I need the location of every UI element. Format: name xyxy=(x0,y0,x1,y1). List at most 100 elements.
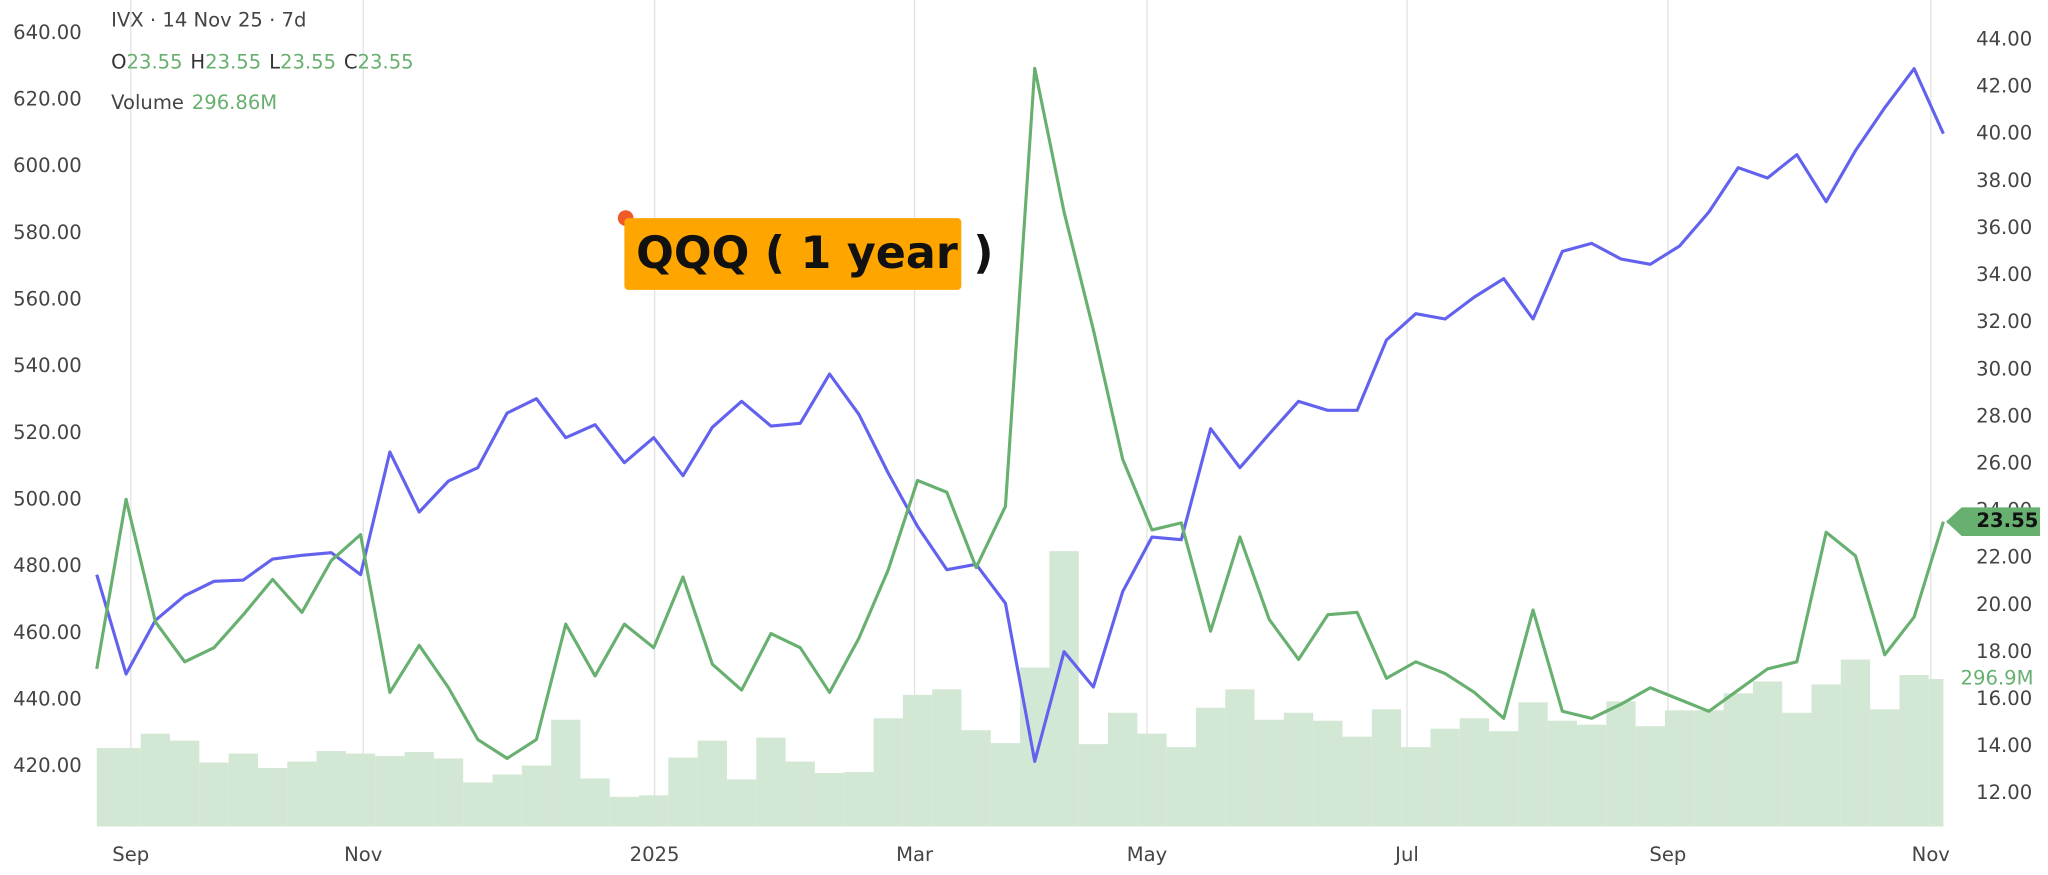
volume-bar xyxy=(639,795,669,827)
volume-bar xyxy=(1137,733,1167,827)
volume-bar xyxy=(287,761,317,827)
volume-bar xyxy=(140,733,171,827)
volume-bar xyxy=(609,796,640,827)
series-line xyxy=(95,67,1945,763)
y-tick-label: 460.00 xyxy=(13,621,82,644)
x-tick-label: May xyxy=(1127,843,1167,866)
volume-bar xyxy=(1401,747,1431,827)
volume-bar xyxy=(170,740,200,827)
ohlc-row: O23.55 H23.55 L23.55 C23.55 xyxy=(111,50,414,73)
volume-bar xyxy=(111,748,141,827)
x-tick-label: 2025 xyxy=(630,843,680,866)
y2-tick-label: 30.00 xyxy=(1976,357,2032,380)
y2-tick-label: 40.00 xyxy=(1976,122,2032,145)
volume-bar xyxy=(521,765,552,827)
volume-bar xyxy=(697,740,727,827)
series-line xyxy=(95,66,1945,760)
volume-bar xyxy=(199,762,229,827)
x-tick-label: Sep xyxy=(1649,843,1686,866)
y2-tick-label: 38.00 xyxy=(1976,169,2032,192)
volume-bar xyxy=(668,757,698,827)
volume-bar xyxy=(1723,693,1753,827)
ohlc-label: L xyxy=(269,50,280,73)
volume-row: Volume 296.86M xyxy=(111,91,277,114)
y2-tick-label: 42.00 xyxy=(1976,75,2032,98)
volume-bar xyxy=(785,761,815,827)
lines xyxy=(95,66,1945,763)
volume-bar xyxy=(726,779,757,827)
volume-bar xyxy=(433,758,464,827)
volume-bar xyxy=(1108,712,1138,827)
volume-bar xyxy=(1577,724,1607,827)
y2-tick-label: 20.00 xyxy=(1976,593,2032,616)
volume-bar xyxy=(844,771,874,827)
y2-tick-label: 28.00 xyxy=(1976,404,2032,427)
volume-bar xyxy=(1606,701,1636,827)
volume-bar xyxy=(404,752,434,827)
volume-bar xyxy=(756,737,786,827)
volume-bar xyxy=(1371,709,1402,827)
volume-bar xyxy=(873,718,903,827)
ohlc-value: 23.55 xyxy=(280,50,336,73)
chart-title: IVX · 14 Nov 25 · 7d xyxy=(111,8,306,31)
x-tick-label: Nov xyxy=(1912,843,1950,866)
annotation: QQQ ( 1 year ) xyxy=(636,228,993,279)
volume-bar xyxy=(1225,689,1255,827)
y2-tick-label: 12.00 xyxy=(1976,781,2032,804)
volume-bar xyxy=(1870,709,1900,827)
volume-bar xyxy=(96,748,112,827)
volume-bar xyxy=(1547,720,1578,827)
y-tick-label: 640.00 xyxy=(13,21,82,44)
axes: Sep Nov 2025 Mar May Jul Sep Nov 420.00 440.00 460… xyxy=(13,21,2041,866)
volume-tag-label: 296.9M xyxy=(1961,667,2034,690)
volume-bar xyxy=(228,753,258,827)
y2-tick-label: 36.00 xyxy=(1976,216,2032,239)
ohlc-value: 23.55 xyxy=(205,50,261,73)
y-tick-label: 420.00 xyxy=(13,754,82,777)
y-tick-label: 520.00 xyxy=(13,421,82,444)
volume-bar xyxy=(1664,710,1695,827)
x-tick-label: Mar xyxy=(896,843,934,866)
volume-bar xyxy=(1342,736,1372,827)
price-tag-label: 23.55 xyxy=(1976,509,2038,532)
x-tick-label: Jul xyxy=(1393,843,1419,866)
volume-bar xyxy=(463,782,493,827)
volume-bar xyxy=(1899,674,1929,827)
y2-tick-label: 44.00 xyxy=(1976,28,2032,51)
volume-bar xyxy=(257,767,288,827)
grid xyxy=(130,0,1932,827)
y2-tick-label: 22.00 xyxy=(1976,546,2032,569)
volume-bar xyxy=(1840,659,1871,827)
y-tick-label: 560.00 xyxy=(13,288,82,311)
volume-bar xyxy=(375,756,405,827)
volume-bar xyxy=(1313,720,1343,827)
y-tick-label: 600.00 xyxy=(13,154,82,177)
x-tick-label: Nov xyxy=(344,843,382,866)
volume-bar xyxy=(1430,728,1460,827)
ohlc-value: 23.55 xyxy=(358,50,414,73)
volume-bar xyxy=(1928,679,1944,827)
volume-bar xyxy=(1811,684,1841,827)
volume-bar xyxy=(1489,731,1519,827)
volume-bar xyxy=(1020,667,1050,827)
y-tick-label: 440.00 xyxy=(13,688,82,711)
volume-bar xyxy=(1166,747,1196,827)
y-tick-label: 500.00 xyxy=(13,488,82,511)
volume-bar xyxy=(902,694,933,827)
y-tick-label: 580.00 xyxy=(13,221,82,244)
y-tick-label: 620.00 xyxy=(13,88,82,111)
volume-bar xyxy=(990,743,1021,827)
volume-bar xyxy=(1752,681,1783,827)
volume-bar xyxy=(1694,710,1724,827)
y-tick-label: 480.00 xyxy=(13,554,82,577)
volume-value: 296.86M xyxy=(192,91,277,114)
volume-bar xyxy=(1518,702,1548,827)
x-tick-label: Sep xyxy=(112,843,149,866)
volume-bar xyxy=(1078,744,1109,827)
volume-bar xyxy=(1254,719,1284,827)
volume-bar xyxy=(316,751,346,827)
price-tag xyxy=(1946,507,2041,537)
volume-bar xyxy=(1195,707,1226,827)
y2-tick-label: 26.00 xyxy=(1976,451,2032,474)
